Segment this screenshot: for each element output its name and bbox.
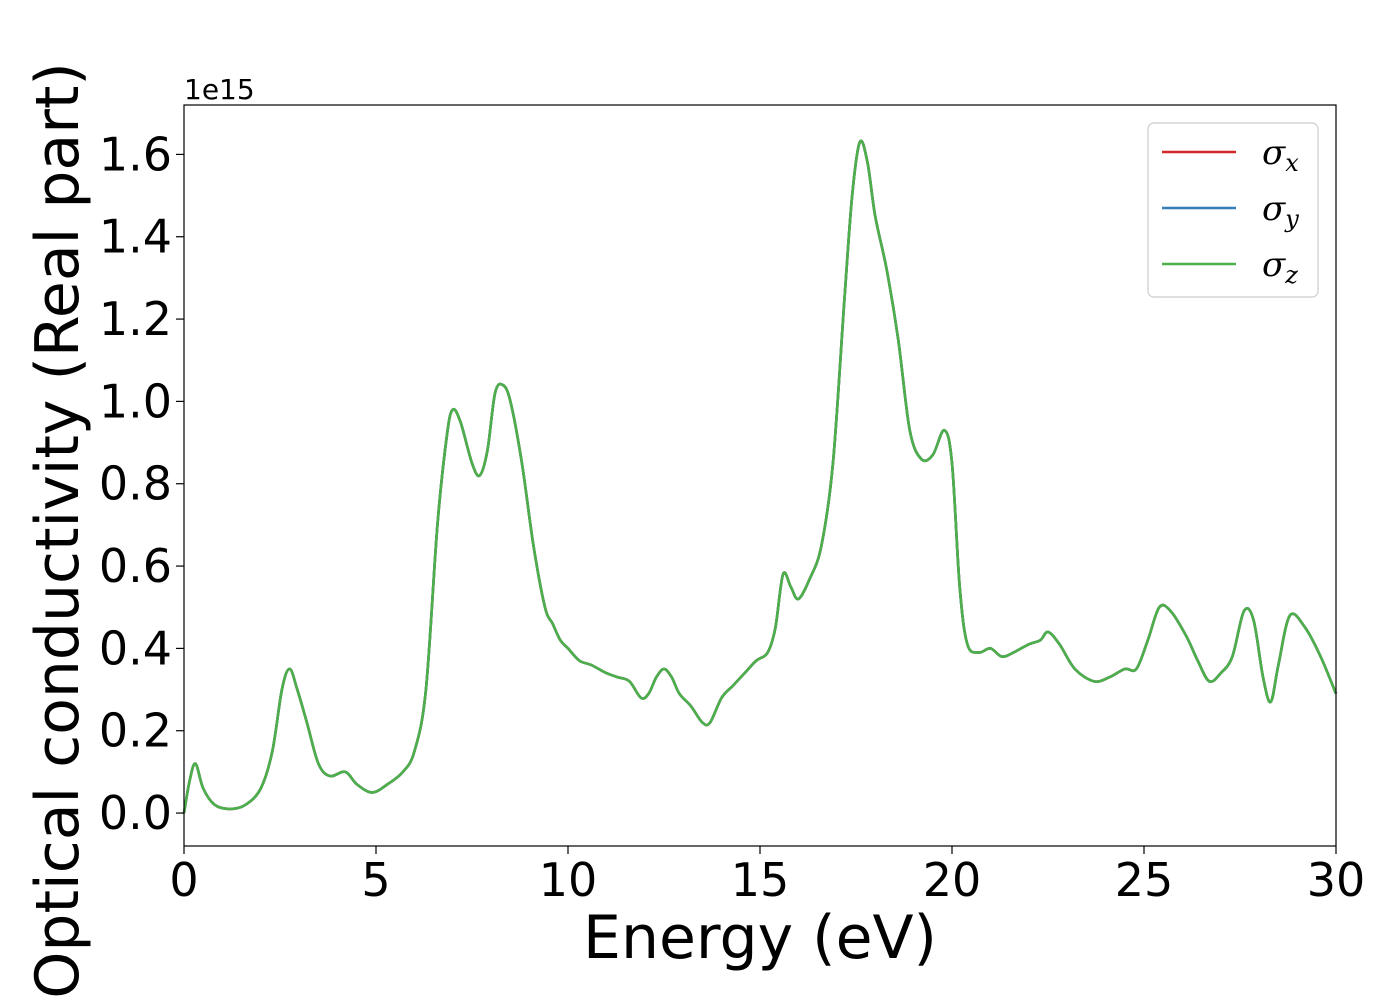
legend-label-z: σz bbox=[1262, 245, 1298, 289]
y-tick-label: 1.0 bbox=[99, 374, 172, 428]
x-tick-label: 15 bbox=[731, 853, 790, 907]
y-tick-label: 0.0 bbox=[99, 786, 172, 840]
y-axis-label: Optical conductivity (Real part) bbox=[23, 62, 93, 999]
x-tick-label: 30 bbox=[1307, 853, 1366, 907]
y-tick-label: 0.8 bbox=[99, 457, 172, 511]
x-tick-label: 20 bbox=[923, 853, 982, 907]
x-axis-label: Energy (eV) bbox=[583, 903, 937, 973]
x-tick-label: 5 bbox=[361, 853, 390, 907]
legend-label-x: σx bbox=[1262, 133, 1299, 177]
series-layer bbox=[182, 139, 1338, 814]
y-tick-label: 1.2 bbox=[99, 292, 172, 346]
y-offset-label: 1e15 bbox=[184, 73, 255, 106]
series-line-z bbox=[182, 139, 1338, 814]
x-tick-label: 25 bbox=[1115, 853, 1174, 907]
x-axis-ticks: 0 5 10 15 20 25 30 bbox=[169, 846, 1365, 907]
y-tick-label: 0.4 bbox=[99, 621, 172, 675]
legend-label-y: σy bbox=[1262, 189, 1299, 233]
y-tick-label: 0.6 bbox=[99, 539, 172, 593]
legend-box bbox=[1147, 122, 1319, 298]
y-tick-label: 0.2 bbox=[99, 704, 172, 758]
x-tick-label: 10 bbox=[539, 853, 598, 907]
legend: σx σy σz bbox=[1147, 122, 1319, 298]
y-tick-label: 1.4 bbox=[99, 210, 172, 264]
y-axis-ticks: 0.0 0.2 0.4 0.6 0.8 1.0 1.2 1.4 1.6 bbox=[99, 127, 184, 840]
y-tick-label: 1.6 bbox=[99, 127, 172, 181]
x-tick-label: 0 bbox=[169, 853, 198, 907]
